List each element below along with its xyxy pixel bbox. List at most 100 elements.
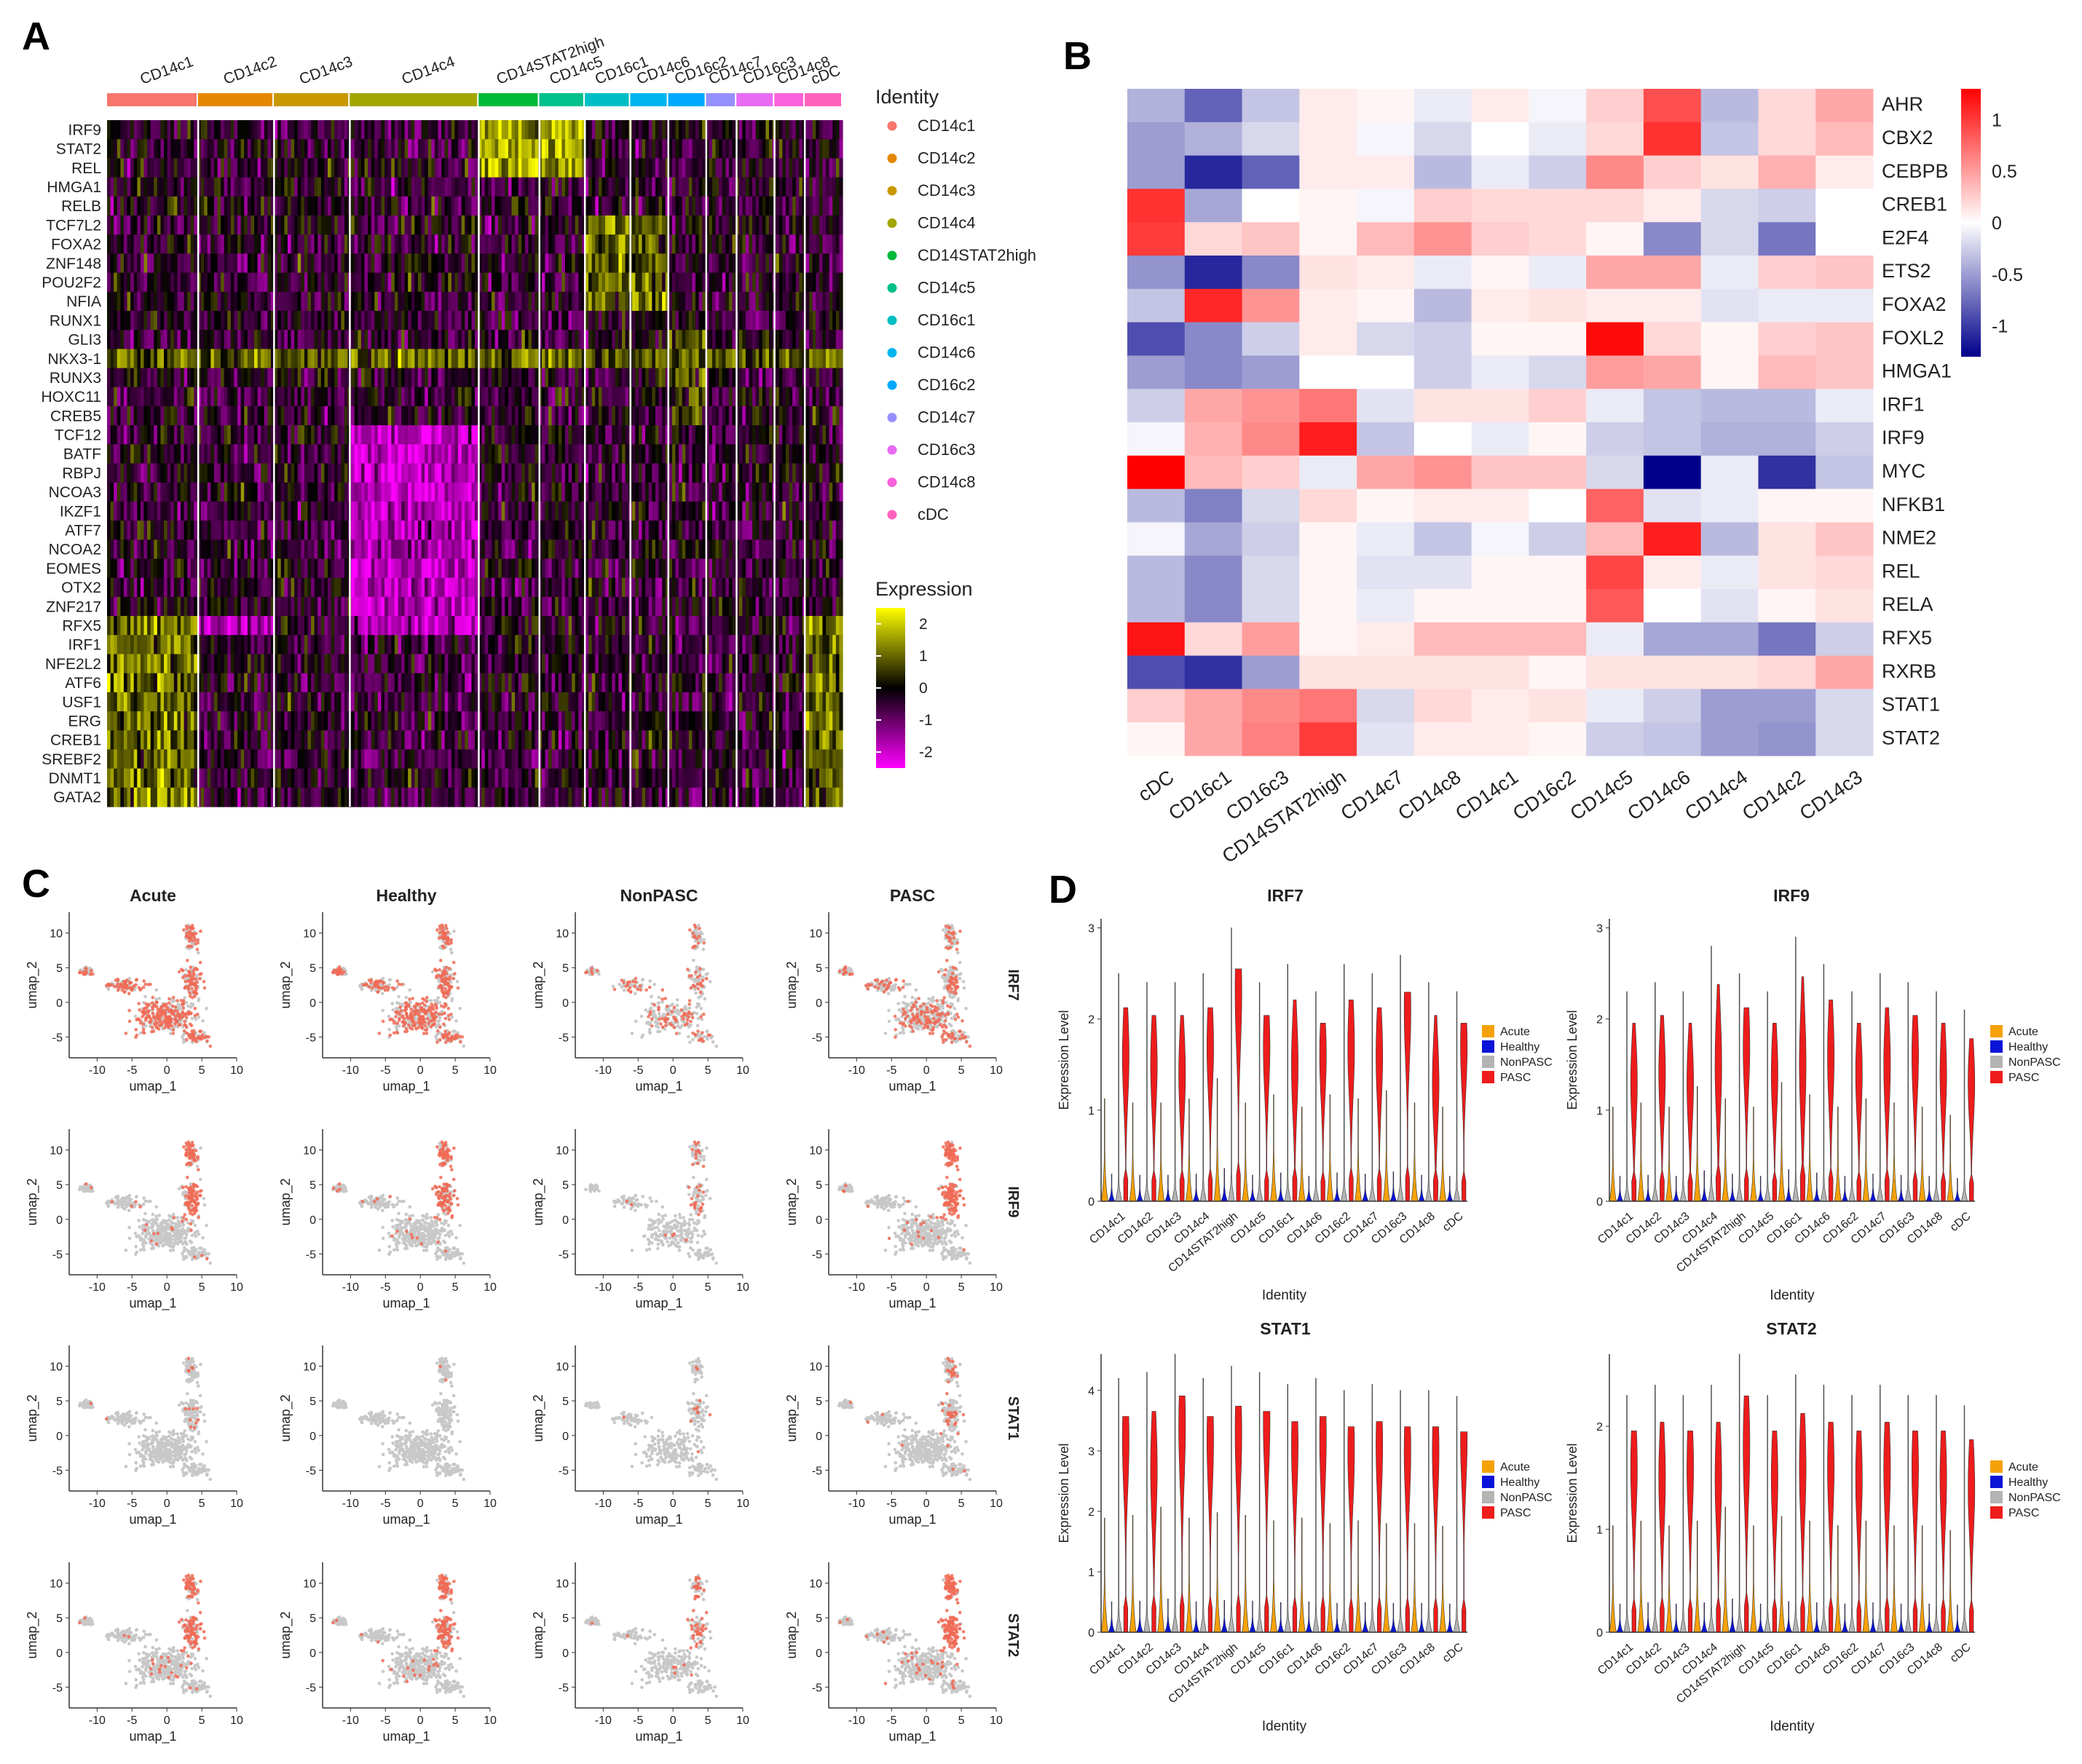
heatmap-a-cell <box>541 234 546 254</box>
heatmap-a-cell <box>377 196 382 216</box>
heatmap-a-cell <box>257 310 261 331</box>
heatmap-a-cell <box>127 654 131 674</box>
heatmap-a-cell <box>318 692 322 712</box>
heatmap-a-cell <box>461 139 465 159</box>
heatmap-a-cell <box>417 272 422 293</box>
heatmap-a-cell <box>358 196 362 216</box>
heatmap-a-cell <box>143 463 148 483</box>
heatmap-a-cell <box>431 501 435 521</box>
heatmap-a-cell <box>508 539 513 560</box>
heatmap-a-cell <box>431 177 435 197</box>
heatmap-a-cell <box>280 482 285 502</box>
heatmap-a-cell <box>304 177 309 197</box>
heatmap-a-cell <box>421 730 425 751</box>
heatmap-a-cell <box>114 635 118 655</box>
heatmap-a-cell <box>130 406 135 426</box>
heatmap-a-cell <box>521 501 526 521</box>
heatmap-a-cell <box>247 501 252 521</box>
heatmap-a-cell <box>234 654 238 674</box>
heatmap-a-cell <box>324 787 328 807</box>
heatmap-a-cell <box>381 558 385 579</box>
heatmap-a-cell <box>304 158 309 178</box>
heatmap-a-cell <box>541 577 546 598</box>
heatmap-a-cell <box>297 654 301 674</box>
heatmap-a-cell <box>294 501 299 521</box>
heatmap-a-cell <box>475 673 479 693</box>
heatmap-a-cell <box>408 768 412 788</box>
heatmap-a-cell <box>484 291 489 312</box>
heatmap-a-cell <box>337 673 342 693</box>
heatmap-a-cell <box>154 482 158 502</box>
heatmap-a-cell <box>545 234 549 254</box>
heatmap-a-cell <box>200 349 205 369</box>
heatmap-a-cell <box>147 234 151 254</box>
heatmap-a-cell <box>217 330 221 349</box>
heatmap-a-cell <box>364 253 368 274</box>
heatmap-a-cell <box>491 444 496 464</box>
heatmap-a-cell <box>471 310 476 331</box>
heatmap-a-cell <box>230 539 235 560</box>
heatmap-a-cell <box>328 654 332 674</box>
heatmap-a-cell <box>267 139 272 159</box>
heatmap-a-cell <box>404 177 409 197</box>
heatmap-a-cell <box>200 196 205 216</box>
heatmap-a-cell <box>371 253 375 274</box>
heatmap-a-cell <box>364 310 368 331</box>
heatmap-a-cell <box>187 501 192 521</box>
heatmap-a-cell <box>227 787 232 807</box>
heatmap-a-cell <box>377 501 382 521</box>
heatmap-a-cell <box>234 749 238 770</box>
heatmap-a-cell <box>257 673 261 693</box>
heatmap-a-cell <box>150 787 154 807</box>
heatmap-a-cell <box>221 558 225 579</box>
heatmap-a-cell <box>110 577 114 598</box>
heatmap-a-cell <box>414 596 419 617</box>
heatmap-a-cell <box>421 425 425 445</box>
heatmap-a-cell <box>217 463 221 483</box>
heatmap-a-cell <box>515 330 519 349</box>
heatmap-a-cell <box>170 501 175 521</box>
heatmap-a-cell <box>360 501 366 521</box>
heatmap-a-cell <box>170 711 175 731</box>
heatmap-a-cell <box>471 577 476 598</box>
heatmap-a-cell <box>391 330 395 349</box>
heatmap-a-cell <box>387 215 392 235</box>
heatmap-a-cell <box>481 558 486 579</box>
heatmap-a-cell <box>107 558 111 579</box>
heatmap-a-cell <box>387 406 392 426</box>
heatmap-a-cell <box>491 654 496 674</box>
heatmap-a-cell <box>261 272 265 293</box>
heatmap-a-cell <box>157 158 162 178</box>
heatmap-a-cell <box>164 787 168 807</box>
heatmap-a-cell <box>541 521 546 540</box>
heatmap-a-cell <box>401 692 406 712</box>
heatmap-a-cell <box>541 139 546 159</box>
heatmap-a-cell <box>200 215 205 235</box>
heatmap-a-cell <box>471 387 476 407</box>
heatmap-a-cell <box>221 234 225 254</box>
heatmap-a-cell <box>441 768 446 788</box>
heatmap-a-cell <box>528 139 532 159</box>
heatmap-a-cell <box>264 482 268 502</box>
heatmap-a-cell <box>277 482 282 502</box>
heatmap-a-cell <box>511 253 516 274</box>
heatmap-a-cell <box>107 272 111 293</box>
heatmap-a-cell <box>385 272 389 293</box>
heatmap-a-cell <box>200 635 205 655</box>
heatmap-a-cell <box>194 291 198 312</box>
heatmap-a-cell <box>465 482 469 502</box>
heatmap-a-cell <box>318 272 322 293</box>
heatmap-a-cell <box>561 177 566 197</box>
heatmap-a-cell <box>140 596 145 617</box>
heatmap-a-cell <box>535 291 539 312</box>
heatmap-a-cell <box>210 654 215 674</box>
heatmap-a-cell <box>451 139 456 159</box>
heatmap-a-cell <box>461 654 465 674</box>
heatmap-a-cell <box>230 310 235 331</box>
heatmap-a-cell <box>468 654 473 674</box>
heatmap-a-cell <box>532 482 536 502</box>
heatmap-a-cell <box>448 425 452 445</box>
heatmap-a-cell <box>270 310 275 331</box>
heatmap-a-cell <box>391 349 395 369</box>
heatmap-a-cell <box>173 272 178 293</box>
